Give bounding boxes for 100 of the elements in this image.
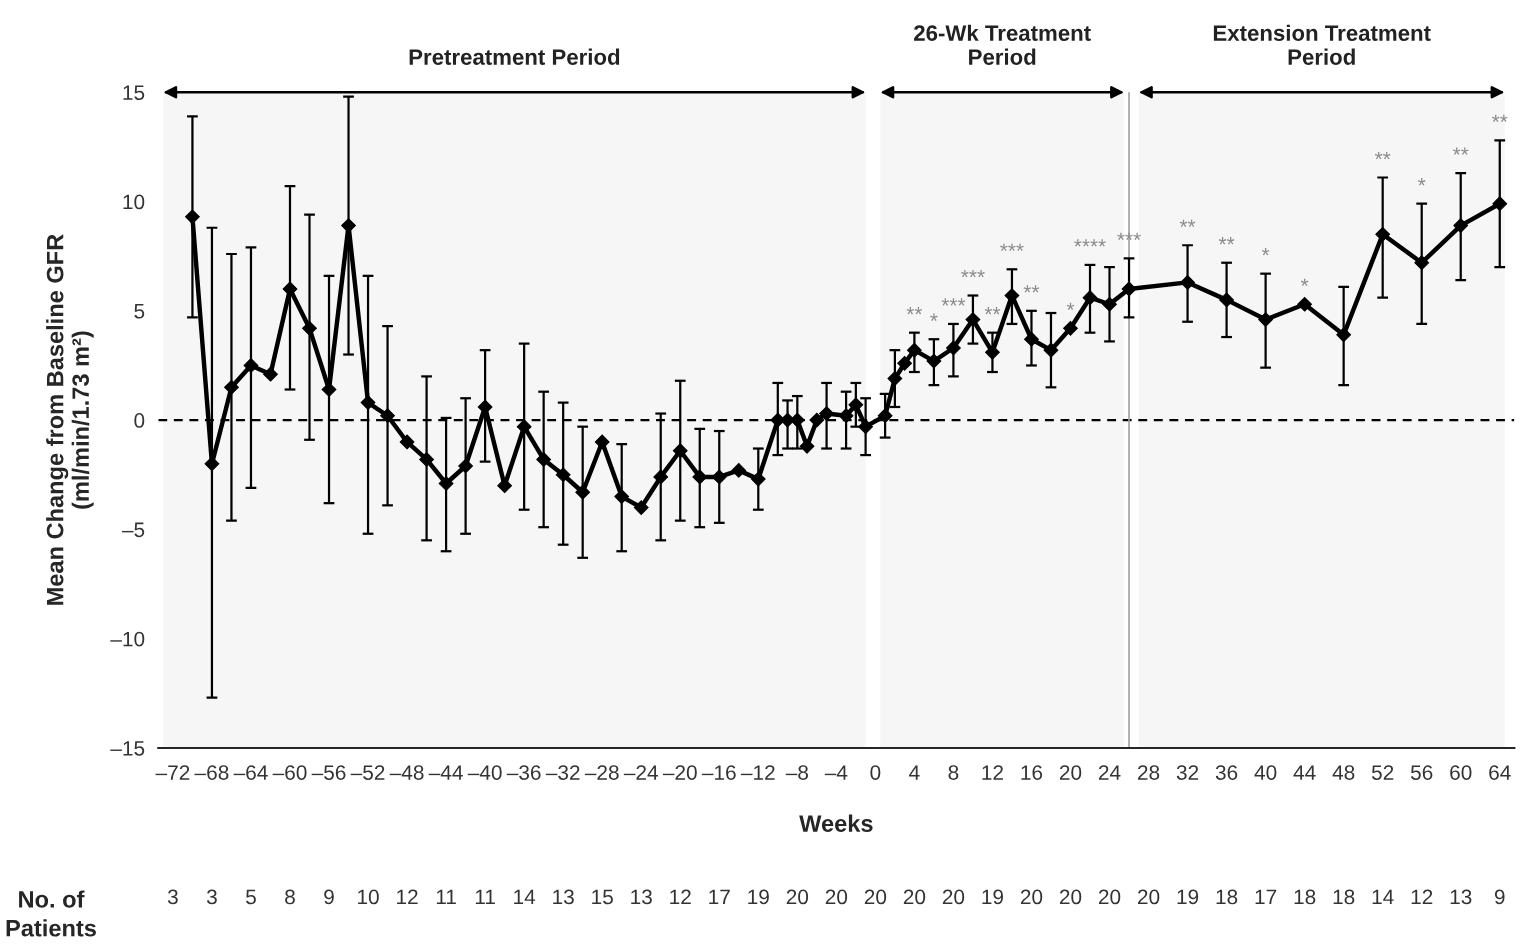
x-tick-label: –56 xyxy=(311,765,346,780)
annotation: ** xyxy=(1491,114,1508,123)
x-tick-label: –36 xyxy=(506,765,541,780)
y-tick-label: 5 xyxy=(134,304,145,319)
x-tick-label: 32 xyxy=(1176,765,1199,780)
annotation: **** xyxy=(1074,239,1106,247)
annotation: * xyxy=(1261,248,1270,256)
data-label: 3 xyxy=(167,889,178,905)
x-tick-label: 20 xyxy=(1059,765,1082,780)
annotation: * xyxy=(930,313,938,321)
data-label: 18 xyxy=(1333,889,1355,905)
data-label: 12 xyxy=(397,889,418,905)
y-tick-label: –10 xyxy=(110,631,145,647)
data-label: 20 xyxy=(786,889,809,905)
x-tick-label: 44 xyxy=(1293,765,1316,780)
x-tick-label: –48 xyxy=(389,765,424,780)
x-tick-label: –64 xyxy=(233,765,268,780)
data-label: 20 xyxy=(903,889,926,905)
data-label: 20 xyxy=(1020,889,1043,905)
data-label: 14 xyxy=(1372,889,1394,905)
annotation: ** xyxy=(1452,147,1469,155)
data-label: 19 xyxy=(1177,889,1199,905)
data-label: 20 xyxy=(942,889,965,905)
x-tick-label: –4 xyxy=(824,765,848,780)
y-tick-label: 15 xyxy=(123,85,145,100)
annotation: ** xyxy=(1023,285,1040,293)
x-tick-label: –40 xyxy=(467,765,502,780)
x-tick-label: –8 xyxy=(785,765,808,780)
data-label: 12 xyxy=(1411,889,1433,905)
annotation: ** xyxy=(1218,237,1235,245)
data-label: 8 xyxy=(285,889,295,905)
x-tick-label: 52 xyxy=(1371,765,1394,780)
data-label: 12 xyxy=(670,889,691,905)
x-tick-label: –32 xyxy=(545,765,580,780)
x-tick-label: –12 xyxy=(740,765,775,780)
annotation: ** xyxy=(906,307,923,315)
annotation: ** xyxy=(984,307,1001,315)
data-label: 9 xyxy=(1494,889,1505,905)
annotation: ** xyxy=(1374,151,1391,160)
annotation: *** xyxy=(1000,243,1024,251)
x-tick-label: –16 xyxy=(701,765,736,780)
data-label: 11 xyxy=(436,889,456,905)
data-label: 20 xyxy=(864,889,887,905)
x-tick-label: –28 xyxy=(584,765,619,780)
x-tick-label: 12 xyxy=(982,765,1003,780)
x-tick-label: 48 xyxy=(1332,765,1355,780)
y-tick-label: 0 xyxy=(134,413,145,428)
y-tick-label: 10 xyxy=(123,194,145,210)
annotation: * xyxy=(1066,302,1075,311)
x-tick-label: 40 xyxy=(1254,765,1277,780)
data-label: 9 xyxy=(324,889,334,905)
band-label: Pretreatment Period xyxy=(409,48,620,65)
data-label: 20 xyxy=(1098,889,1121,905)
band-label: Extension Treatment Period xyxy=(1213,24,1431,65)
data-label: 15 xyxy=(592,889,613,905)
x-tick-label: 28 xyxy=(1138,765,1160,780)
data-label: 13 xyxy=(553,889,574,905)
data-label: 17 xyxy=(709,889,730,905)
data-label: 5 xyxy=(246,889,256,905)
x-tick-label: –60 xyxy=(272,765,307,780)
x-tick-label: 36 xyxy=(1215,765,1238,780)
y-tick-label: –15 xyxy=(110,741,145,756)
annotation: ** xyxy=(1179,219,1196,227)
data-label: 13 xyxy=(1450,889,1472,905)
annotation: * xyxy=(1417,178,1426,186)
data-label: 14 xyxy=(514,889,536,905)
data-label: 17 xyxy=(1255,889,1277,905)
data-label: 19 xyxy=(982,889,1004,905)
x-tick-label: –72 xyxy=(155,765,190,780)
x-tick-label: –68 xyxy=(194,765,229,780)
x-tick-label: –52 xyxy=(350,765,385,780)
data-label: 3 xyxy=(206,889,217,905)
x-tick-label: –20 xyxy=(662,765,697,780)
data-label: 19 xyxy=(748,889,769,905)
y-axis-title: Mean Change from Baseline GFR (ml/min/1.73 m²) xyxy=(46,234,94,605)
data-label: 20 xyxy=(1138,889,1160,905)
x-tick-label: 60 xyxy=(1450,765,1472,780)
x-tick-label: 56 xyxy=(1410,765,1433,780)
band-label: 26-Wk Treatment Period xyxy=(914,24,1091,65)
x-tick-label: 24 xyxy=(1098,765,1121,780)
x-tick-label: 64 xyxy=(1489,765,1511,780)
x-tick-label: 0 xyxy=(870,765,881,780)
x-tick-label: 8 xyxy=(948,765,959,780)
annotation: *** xyxy=(941,298,966,306)
x-tick-label: 16 xyxy=(1021,765,1043,780)
y-tick-label: –5 xyxy=(121,522,145,538)
x-tick-label: 4 xyxy=(909,765,920,780)
x-tick-label: –44 xyxy=(428,765,463,780)
x-tick-label: –24 xyxy=(623,765,658,780)
data-label: 18 xyxy=(1294,889,1316,905)
data-label: 13 xyxy=(631,889,652,905)
x-axis-title: Weeks xyxy=(799,814,873,832)
data-label: 10 xyxy=(358,889,379,905)
annotation: * xyxy=(1300,278,1309,286)
annotation: *** xyxy=(961,269,985,278)
data-label: 20 xyxy=(1059,889,1082,905)
data-label: 20 xyxy=(825,889,848,905)
data-label: 11 xyxy=(475,889,495,905)
data-label: 18 xyxy=(1216,889,1238,905)
text: No. of Patients xyxy=(6,890,96,937)
